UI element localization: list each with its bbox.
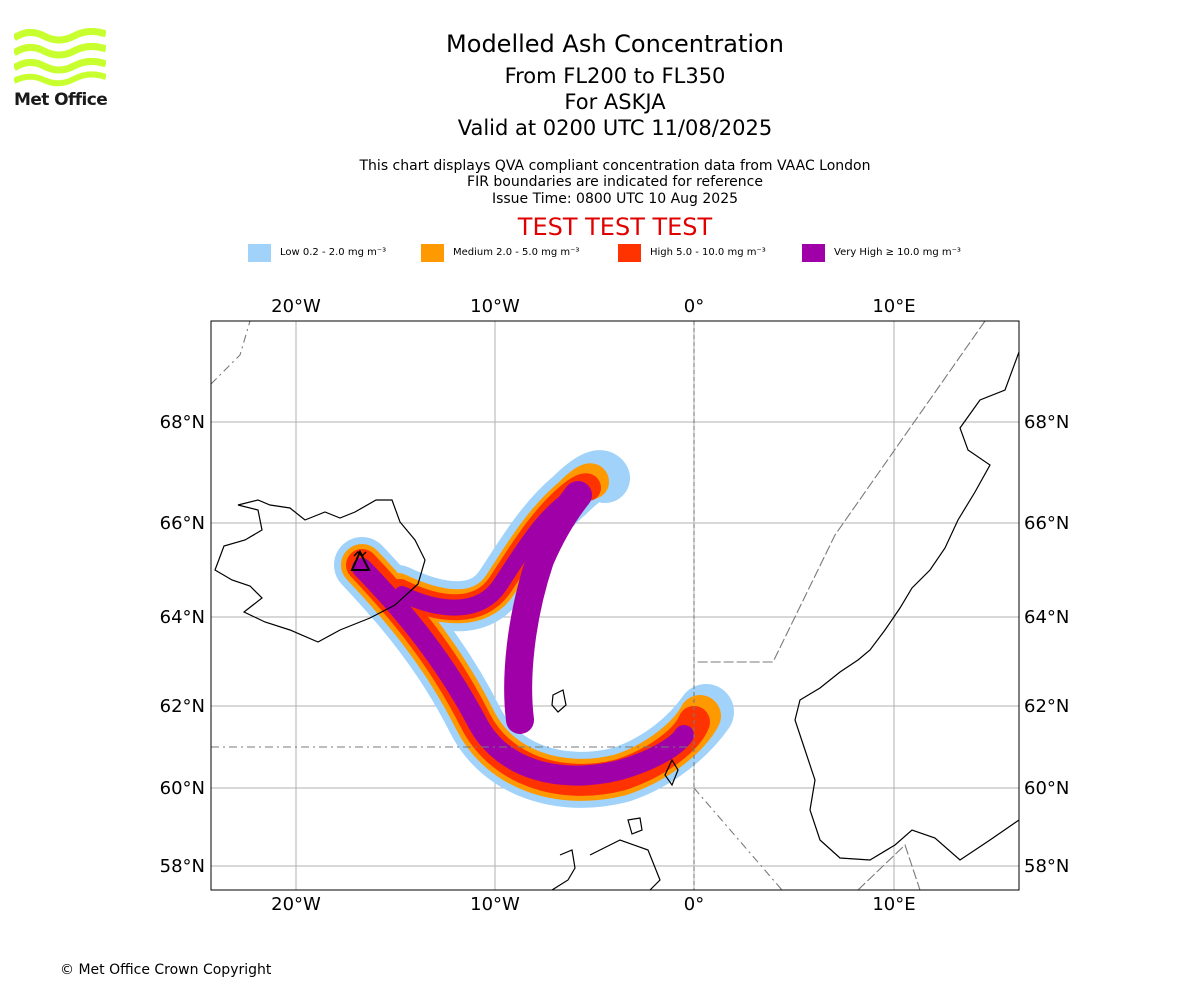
scotland-coast (551, 849, 576, 890)
lat-label-left-64n: 64°N (160, 607, 205, 628)
met-office-logo: Met Office (14, 28, 110, 114)
lat-label-left-66n: 66°N (160, 513, 205, 534)
norway-coast (794, 351, 1019, 861)
lon-label-top-10w: 10°W (470, 296, 520, 317)
lat-label-left-58n: 58°N (160, 856, 205, 877)
lat-label-right-60n: 60°N (1024, 778, 1069, 799)
legend-label-medium: Medium 2.0 - 5.0 mg m⁻³ (453, 247, 580, 258)
lon-label-top-10e: 10°E (872, 296, 915, 317)
lat-label-left-60n: 60°N (160, 778, 205, 799)
legend-label-high: High 5.0 - 10.0 mg m⁻³ (650, 247, 766, 258)
lat-label-right-68n: 68°N (1024, 412, 1069, 433)
shetland-coast (664, 758, 679, 787)
fir-boundary-norway-north (694, 321, 986, 663)
test-banner: TEST TEST TEST (517, 213, 713, 241)
lat-label-left-62n: 62°N (160, 696, 205, 717)
lon-label-bottom-0: 0° (684, 894, 704, 915)
subtitle-line-2: FIR boundaries are indicated for referen… (467, 174, 763, 190)
legend-swatch-very-high (802, 244, 825, 262)
map-frame (210, 320, 1020, 891)
map-area (211, 321, 1019, 890)
lon-label-bottom-20w: 20°W (271, 894, 321, 915)
lat-label-right-64n: 64°N (1024, 607, 1069, 628)
lon-label-top-0: 0° (684, 296, 704, 317)
ash-plume (334, 450, 734, 808)
legend-swatch-low (248, 244, 271, 262)
fir-boundary-east (857, 844, 921, 890)
legend-label-low: Low 0.2 - 2.0 mg m⁻³ (280, 247, 387, 258)
volcano-name: For ASKJA (564, 90, 666, 114)
orkney-coast (627, 817, 643, 835)
lat-label-right-66n: 66°N (1024, 513, 1069, 534)
scotland-north-coast (589, 839, 661, 890)
copyright-notice: © Met Office Crown Copyright (60, 962, 272, 978)
lon-label-top-20w: 20°W (271, 296, 321, 317)
issue-time: Issue Time: 0800 UTC 10 Aug 2025 (491, 191, 739, 207)
iceland-coast (214, 499, 426, 643)
lon-label-bottom-10e: 10°E (872, 894, 915, 915)
legend-label-very-high: Very High ≥ 10.0 mg m⁻³ (834, 247, 961, 258)
flight-level-range: From FL200 to FL350 (504, 64, 726, 88)
ash-very-high-layer (352, 558, 694, 786)
volcano-triangle-icon (350, 549, 371, 571)
fir-boundary-southeast (693, 787, 783, 890)
lon-label-bottom-10w: 10°W (470, 894, 520, 915)
faroe-islands-coast (551, 689, 567, 713)
valid-time: Valid at 0200 UTC 11/08/2025 (457, 116, 773, 140)
fir-boundary-west (211, 321, 251, 385)
fir-boundaries (211, 321, 986, 890)
ash-very-high-arm (504, 481, 592, 734)
legend-swatch-high (618, 244, 641, 262)
met-office-wordmark: Met Office (14, 90, 108, 110)
subtitle-line-1: This chart displays QVA compliant concen… (359, 158, 871, 174)
lat-label-right-58n: 58°N (1024, 856, 1069, 877)
met-office-waves-icon (14, 28, 106, 87)
lat-label-right-62n: 62°N (1024, 696, 1069, 717)
lat-label-left-68n: 68°N (160, 412, 205, 433)
chart-title: Modelled Ash Concentration (446, 30, 784, 58)
coastlines (214, 351, 1019, 890)
legend-swatch-medium (421, 244, 444, 262)
